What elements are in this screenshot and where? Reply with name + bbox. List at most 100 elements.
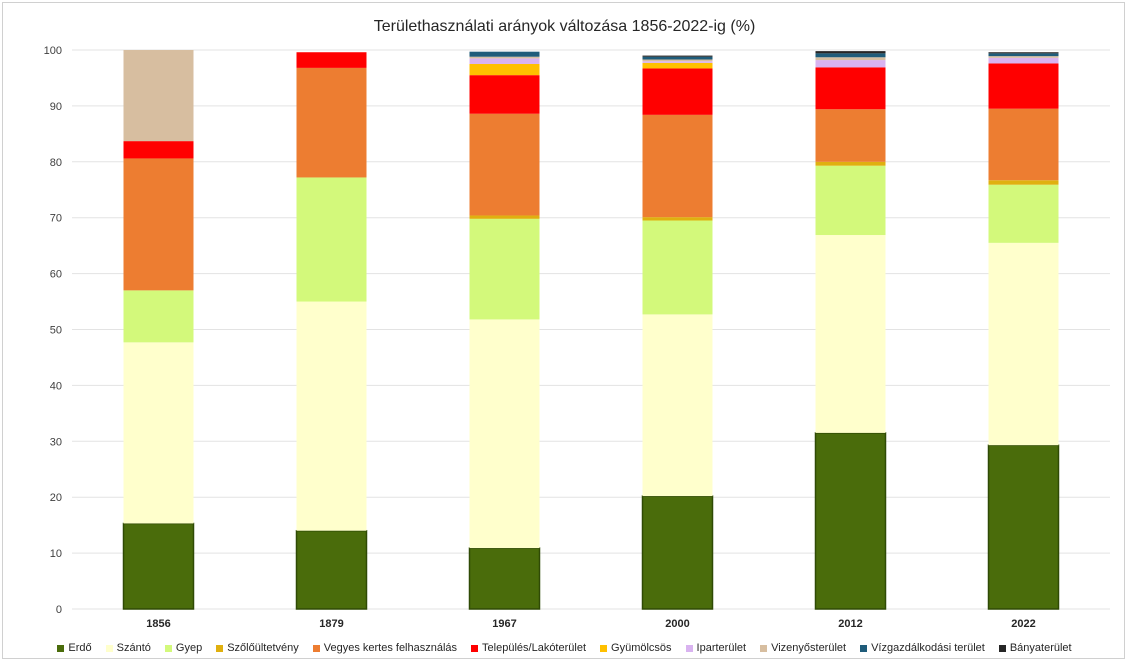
- bar-stacks: [122, 50, 1060, 610]
- bar-segment: [469, 51, 540, 57]
- legend-swatch: [860, 644, 868, 652]
- bar-segment: [642, 55, 713, 57]
- legend-swatch: [216, 644, 224, 652]
- y-tick-label: 30: [50, 436, 62, 448]
- bar-segment: [469, 58, 540, 64]
- bar-segment: [988, 180, 1059, 185]
- bar-segment: [642, 61, 713, 63]
- y-axis-ticks: 0 10 20 30 40 50 60 70 80 90 100: [44, 45, 62, 616]
- bar-segment: [469, 63, 540, 76]
- bar-segment: [988, 56, 1059, 58]
- legend-swatch: [471, 644, 479, 652]
- bar-segment: [815, 235, 886, 433]
- legend-label: Vegyes kertes felhasználás: [323, 642, 458, 654]
- bar-segment: [987, 444, 1060, 610]
- legend-label: Szőlőültetvény: [227, 642, 299, 654]
- bar-segment: [815, 53, 886, 58]
- legend-item: Erdő: [57, 642, 92, 654]
- bar-segment: [642, 114, 713, 218]
- bar-segment: [988, 242, 1059, 446]
- x-tick-label: 1879: [319, 618, 343, 630]
- x-tick-label: 1856: [146, 618, 170, 630]
- bar-segment: [296, 301, 367, 531]
- legend-label: Vizenyősterület: [771, 642, 847, 654]
- legend-label: Szántó: [116, 642, 151, 654]
- x-tick-label: 2022: [1011, 618, 1035, 630]
- bar-segment: [814, 432, 887, 610]
- bar-segment: [815, 161, 886, 166]
- bar-segment: [642, 56, 713, 60]
- bar-segment: [469, 218, 540, 320]
- legend-item: Iparterület: [685, 642, 747, 654]
- legend-swatch: [998, 644, 1006, 652]
- bar-segment: [468, 547, 541, 610]
- bar-segment: [469, 319, 540, 549]
- legend-swatch: [600, 644, 608, 652]
- bar-segment: [815, 57, 886, 61]
- bar-segment: [642, 314, 713, 497]
- y-tick-label: 10: [50, 548, 62, 560]
- legend-label: Erdő: [68, 642, 92, 654]
- legend-swatch: [57, 644, 65, 652]
- x-tick-label: 1967: [492, 618, 516, 630]
- bar-segment: [469, 215, 540, 219]
- y-tick-label: 100: [44, 45, 62, 57]
- legend-item: Szántó: [105, 642, 151, 654]
- bar-segment: [123, 290, 194, 343]
- bar-segment: [815, 109, 886, 162]
- legend-label: Település/Lakóterület: [482, 642, 587, 654]
- stacked-bar-chart: 0 10 20 30 40 50 60 70 80 90 100 1856 1879 1967 2000 2…: [44, 45, 1110, 630]
- legend-item: Vizenyősterület: [760, 642, 846, 654]
- legend-swatch: [760, 644, 768, 652]
- bar-segment: [123, 342, 194, 524]
- legend-item: Vegyes kertes felhasználás: [312, 642, 458, 654]
- x-tick-label: 2012: [838, 618, 862, 630]
- legend-label: Gyümölcsös: [611, 642, 672, 654]
- bar-segment: [296, 67, 367, 178]
- legend-swatch: [312, 644, 320, 652]
- y-tick-label: 0: [56, 604, 62, 616]
- bar-segment: [988, 184, 1059, 243]
- chart-legend: Erdő Szántó Gyep Szőlőültetvény Vegyes kerte…: [0, 642, 1129, 654]
- bar-segment: [642, 68, 713, 115]
- bar-segment: [123, 158, 194, 291]
- bar-segment: [295, 529, 368, 610]
- bar-segment: [988, 53, 1059, 57]
- bar-segment: [988, 63, 1059, 109]
- bar-segment: [988, 108, 1059, 181]
- bar-segment: [122, 522, 195, 610]
- bar-segment: [123, 141, 194, 159]
- legend-item: Gyümölcsös: [600, 642, 672, 654]
- legend-swatch: [685, 644, 693, 652]
- bar-segment: [641, 495, 714, 610]
- legend-label: Vízgazdálkodási terület: [871, 642, 985, 654]
- x-axis-ticks: 1856 1879 1967 2000 2012 2022: [146, 618, 1035, 630]
- legend-item: Vízgazdálkodási terület: [860, 642, 985, 654]
- legend-label: Gyep: [175, 642, 203, 654]
- bar-segment: [815, 51, 886, 54]
- bar-segment: [469, 56, 540, 59]
- legend-item: Szőlőültetvény: [216, 642, 299, 654]
- y-tick-label: 70: [50, 213, 62, 225]
- bar-segment: [123, 50, 194, 142]
- bar-segment: [642, 59, 713, 62]
- y-tick-label: 60: [50, 269, 62, 281]
- bar-segment: [815, 60, 886, 68]
- y-tick-label: 80: [50, 157, 62, 169]
- legend-item: Település/Lakóterület: [471, 642, 586, 654]
- legend-swatch: [105, 644, 113, 652]
- bar-segment: [815, 67, 886, 110]
- chart-title: Területhasználati arányok változása 1856…: [373, 18, 756, 35]
- legend-label: Iparterület: [696, 642, 747, 654]
- y-tick-label: 50: [50, 325, 62, 337]
- bar-segment: [988, 52, 1059, 54]
- x-tick-label: 2000: [665, 618, 689, 630]
- bar-segment: [642, 220, 713, 315]
- bar-segment: [988, 57, 1059, 64]
- legend-label: Bányaterület: [1009, 642, 1072, 654]
- bar-segment: [469, 113, 540, 216]
- y-tick-label: 40: [50, 380, 62, 392]
- bar-segment: [296, 52, 367, 68]
- bar-segment: [469, 75, 540, 114]
- y-tick-label: 20: [50, 492, 62, 504]
